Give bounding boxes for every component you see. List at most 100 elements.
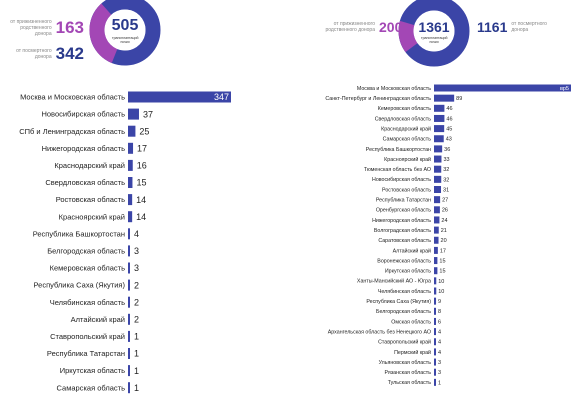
category-label: Республика Башкортостан xyxy=(33,229,125,238)
category-label: Челябинская область xyxy=(378,289,431,295)
bar xyxy=(128,245,130,257)
bar xyxy=(128,365,130,377)
posthumous-donor-label: от посмертного донора xyxy=(511,21,547,33)
bar xyxy=(434,104,445,112)
value-label: 17 xyxy=(440,248,446,254)
bar xyxy=(434,328,436,336)
category-label: Омская область xyxy=(391,319,431,325)
donut-svg xyxy=(398,0,470,67)
right-chart-panel: от прижизненного родственного донора 200… xyxy=(285,0,571,400)
bar xyxy=(434,287,437,295)
category-label: Кемеровская область xyxy=(378,106,431,112)
bar xyxy=(434,348,436,356)
value-label: 89 xyxy=(456,96,462,102)
value-label: 15 xyxy=(439,269,445,275)
value-label: 14 xyxy=(136,195,146,205)
bar xyxy=(434,267,438,275)
value-label: 1 xyxy=(134,349,139,359)
category-label: Ставропольский край xyxy=(378,339,431,346)
bar xyxy=(434,358,436,366)
bar xyxy=(128,296,130,308)
category-label: Республика Саха (Якутия) xyxy=(366,299,431,305)
category-label: Новосибирская область xyxy=(372,177,431,183)
value-label: 10 xyxy=(438,289,444,295)
value-label: 4 xyxy=(134,229,139,239)
value-label: 2 xyxy=(134,314,139,324)
value-label: 37 xyxy=(143,109,153,119)
value-label: 27 xyxy=(442,198,448,204)
posthumous-donor-stat: 1161 от посмертного донора xyxy=(477,17,567,37)
value-label: 20 xyxy=(441,238,447,244)
bar xyxy=(128,108,139,120)
category-label: Свердловская область xyxy=(45,178,125,187)
bar-chart: Москва и Московская область вр5 Санкт-Пете… xyxy=(325,84,571,386)
category-label: Кемеровская область xyxy=(50,264,125,273)
related-donor-stat: от прижизненного родственного донора 163 xyxy=(4,18,84,38)
bar xyxy=(128,262,130,274)
bar xyxy=(434,236,439,244)
bar xyxy=(128,279,130,291)
value-label: 16 xyxy=(137,161,147,171)
category-label: Краснодарский край xyxy=(54,161,125,170)
value-label: 15 xyxy=(136,178,146,188)
posthumous-donor-stat: от посмертного донора 342 xyxy=(4,44,84,64)
value-label: 1 xyxy=(134,383,139,393)
category-label: Тюменская область без АО xyxy=(364,167,431,173)
donut-hole xyxy=(413,10,455,52)
category-label: СПб и Ленинградская область xyxy=(19,127,125,136)
category-label: Иркутская область xyxy=(385,269,431,275)
value-label: 2 xyxy=(134,297,139,307)
value-label: 8 xyxy=(438,309,441,315)
value-label: 36 xyxy=(444,147,450,153)
value-label: 3 xyxy=(134,263,139,273)
bar xyxy=(434,155,442,163)
bar xyxy=(434,317,436,325)
category-label: Ханты-Мансийский АО - Югра xyxy=(357,278,431,285)
category-label: Санкт-Петербург и Ленинградская область xyxy=(325,96,431,102)
value-label: 1 xyxy=(134,366,139,376)
category-label: Алтайский край xyxy=(393,247,431,254)
bar xyxy=(434,338,436,346)
category-label: Москва и Московская область xyxy=(20,93,125,102)
related-donor-stat: от прижизненного родственного донора 200 xyxy=(323,17,403,37)
value-label: 33 xyxy=(443,157,449,163)
value-label: 9 xyxy=(438,299,441,305)
value-label: 3 xyxy=(438,370,441,376)
category-label: Белгородская область xyxy=(47,247,125,256)
category-label: Самарская область xyxy=(57,383,126,392)
value-label: 6 xyxy=(438,319,441,325)
value-label: 31 xyxy=(443,187,449,193)
bar xyxy=(434,135,444,143)
category-label: Краснодарский край xyxy=(381,125,431,132)
bar xyxy=(434,165,442,173)
value-label: 4 xyxy=(438,340,441,346)
bar xyxy=(128,348,130,359)
value-label: 26 xyxy=(442,208,448,214)
bar xyxy=(434,196,441,204)
bar xyxy=(434,226,439,234)
posthumous-donor-label: от посмертного донора xyxy=(16,48,52,60)
bar xyxy=(434,216,440,224)
category-label: Рязанская область xyxy=(384,370,431,376)
value-label: 347 xyxy=(214,92,229,102)
related-donor-value: 200 xyxy=(379,19,403,35)
category-label: Пермский край xyxy=(394,349,431,356)
value-label: 4 xyxy=(438,330,441,336)
category-label: Челябинская область xyxy=(50,298,125,307)
value-label: 45 xyxy=(446,127,452,133)
related-donor-label: от прижизненного родственного донора xyxy=(325,21,375,33)
bar xyxy=(128,125,136,137)
donut-slice-related xyxy=(89,0,161,66)
value-label: 21 xyxy=(441,228,447,234)
value-label: 10 xyxy=(438,279,444,285)
category-label: Красноярский край xyxy=(59,212,125,221)
category-label: Москва и Московская область xyxy=(357,86,431,92)
bar xyxy=(128,159,133,171)
value-label: 46 xyxy=(446,116,452,122)
value-label: 14 xyxy=(136,212,146,222)
category-label: Республика Саха (Якутия) xyxy=(33,281,125,290)
value-label: 2 xyxy=(134,280,139,290)
value-label: 4 xyxy=(438,350,441,356)
category-label: Республика Татарстан xyxy=(47,349,125,358)
value-label: 32 xyxy=(443,177,449,183)
